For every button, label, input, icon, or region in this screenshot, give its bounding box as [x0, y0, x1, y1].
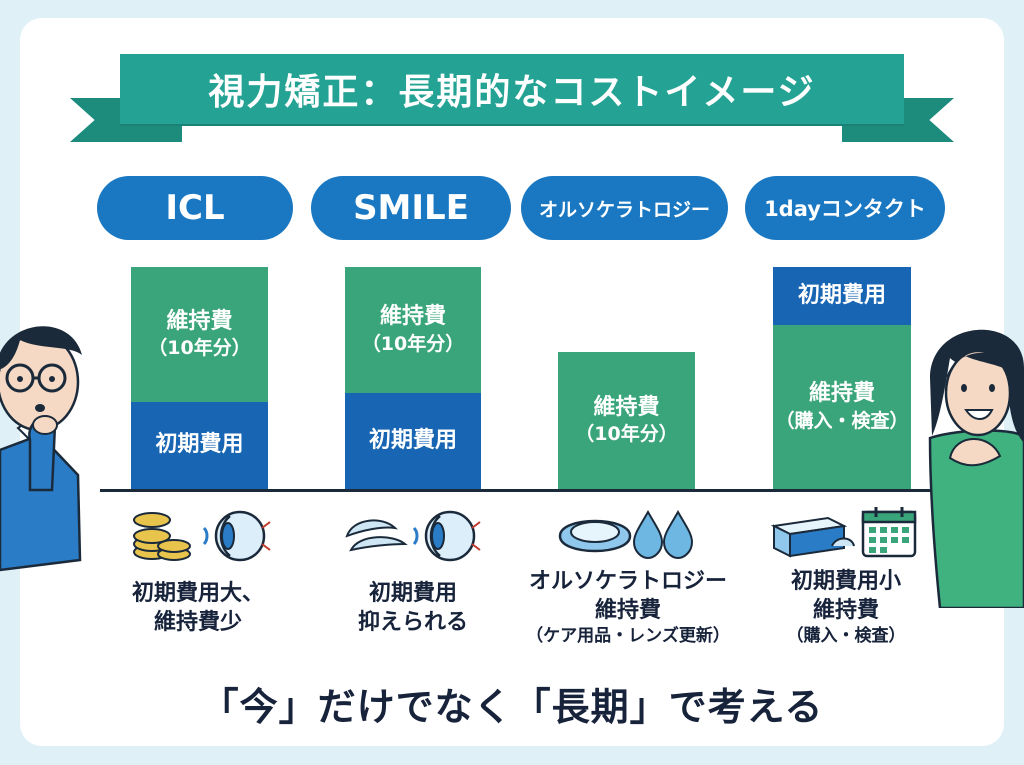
- icl-maintenance-segment: 維持費 （10年分）: [131, 267, 268, 402]
- pill-ortho-k: オルソケラトロジー: [521, 176, 728, 240]
- caption-sub: （ケア用品・レンズ更新）: [526, 626, 730, 647]
- segment-label: 維持費: [166, 308, 233, 334]
- caption-line: 初期費用大、: [131, 581, 264, 606]
- drops-icon: [632, 509, 694, 560]
- caption-line: 初期費用: [368, 581, 457, 606]
- orthok-maintenance-segment: 維持費 （10年分）: [558, 352, 695, 489]
- icl-initial-segment: 初期費用: [131, 402, 268, 489]
- segment-sublabel: （購入・検査）: [775, 409, 909, 432]
- segment-sublabel: （10年分）: [361, 332, 465, 355]
- calendar-icon: [861, 507, 917, 558]
- pill-smile: SMILE: [311, 176, 511, 240]
- caption-line: オルソケラトロジー: [528, 569, 727, 594]
- caption-line: 抑えられる: [357, 609, 468, 635]
- caption-line: 初期費用小: [790, 569, 901, 594]
- thinking-man-illustration: [0, 326, 82, 572]
- smile-maintenance-segment: 維持費 （10年分）: [345, 267, 481, 393]
- segment-label: 初期費用: [797, 282, 886, 308]
- caption-1day: 初期費用小 維持費 （購入・検査）: [748, 568, 944, 647]
- segment-label: 維持費: [593, 394, 660, 420]
- caption-sub: （購入・検査）: [786, 626, 906, 647]
- page-title: 視力矯正：長期的なコストイメージ: [208, 72, 816, 113]
- segment-sublabel: （10年分）: [148, 337, 251, 360]
- lens-case-icon: [558, 519, 632, 553]
- segment-label: 初期費用: [368, 427, 457, 453]
- eye-icon: [412, 510, 481, 562]
- pill-icl: ICL: [97, 176, 293, 240]
- pill-1day: 1dayコンタクト: [745, 176, 945, 240]
- oneday-maintenance-segment: 維持費 （購入・検査）: [773, 325, 911, 489]
- footer-message: 「今」だけでなく「長期」で考える: [200, 685, 824, 729]
- caption-line: 維持費: [594, 597, 661, 623]
- title-banner: 視力矯正：長期的なコストイメージ: [120, 54, 904, 124]
- caption-orthok: オルソケラトロジー 維持費 （ケア用品・レンズ更新）: [510, 568, 746, 647]
- segment-sublabel: （10年分）: [575, 423, 678, 446]
- eye-icon: [202, 510, 271, 562]
- baseline: [100, 489, 944, 492]
- coins-icon: [133, 512, 191, 561]
- caption-line: 維持費少: [153, 609, 242, 635]
- segment-label: 初期費用: [155, 432, 244, 458]
- oneday-initial-segment: 初期費用: [773, 267, 911, 325]
- contact-lens-icon: [345, 519, 408, 552]
- caption-smile: 初期費用 抑えられる: [318, 580, 508, 637]
- caption-line: 維持費: [812, 597, 879, 623]
- smiling-woman-illustration: [928, 329, 1024, 608]
- lens-box-icon: [770, 516, 855, 558]
- smile-initial-segment: 初期費用: [345, 393, 481, 489]
- caption-icl: 初期費用大、 維持費少: [103, 580, 293, 637]
- segment-label: 維持費: [808, 381, 875, 407]
- segment-label: 維持費: [379, 304, 446, 330]
